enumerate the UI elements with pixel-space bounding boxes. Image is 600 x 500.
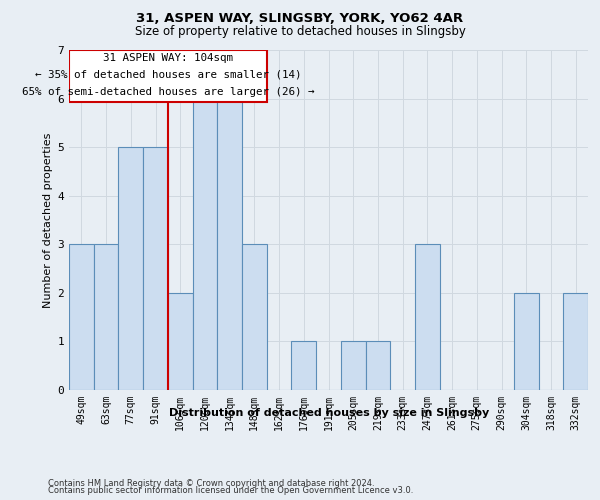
Bar (242, 244, 267, 390)
Bar (563, 293, 588, 390)
Bar (514, 293, 539, 390)
Text: Contains HM Land Registry data © Crown copyright and database right 2024.: Contains HM Land Registry data © Crown c… (48, 478, 374, 488)
Bar (193, 98, 217, 390)
Text: Contains public sector information licensed under the Open Government Licence v3: Contains public sector information licen… (48, 486, 413, 495)
Text: 65% of semi-detached houses are larger (26) →: 65% of semi-detached houses are larger (… (22, 86, 314, 97)
FancyBboxPatch shape (70, 50, 267, 102)
Text: ← 35% of detached houses are smaller (14): ← 35% of detached houses are smaller (14… (35, 69, 301, 79)
Text: 31 ASPEN WAY: 104sqm: 31 ASPEN WAY: 104sqm (103, 52, 233, 62)
Bar (341, 342, 365, 390)
Text: 31, ASPEN WAY, SLINGSBY, YORK, YO62 4AR: 31, ASPEN WAY, SLINGSBY, YORK, YO62 4AR (136, 12, 464, 26)
Bar (94, 244, 118, 390)
Bar (143, 147, 168, 390)
Bar (217, 98, 242, 390)
Bar (365, 342, 390, 390)
Y-axis label: Number of detached properties: Number of detached properties (43, 132, 53, 308)
Text: Distribution of detached houses by size in Slingsby: Distribution of detached houses by size … (169, 408, 489, 418)
Bar (292, 342, 316, 390)
Bar (415, 244, 440, 390)
Bar (69, 244, 94, 390)
Text: Size of property relative to detached houses in Slingsby: Size of property relative to detached ho… (134, 25, 466, 38)
Bar (118, 147, 143, 390)
Bar (168, 293, 193, 390)
